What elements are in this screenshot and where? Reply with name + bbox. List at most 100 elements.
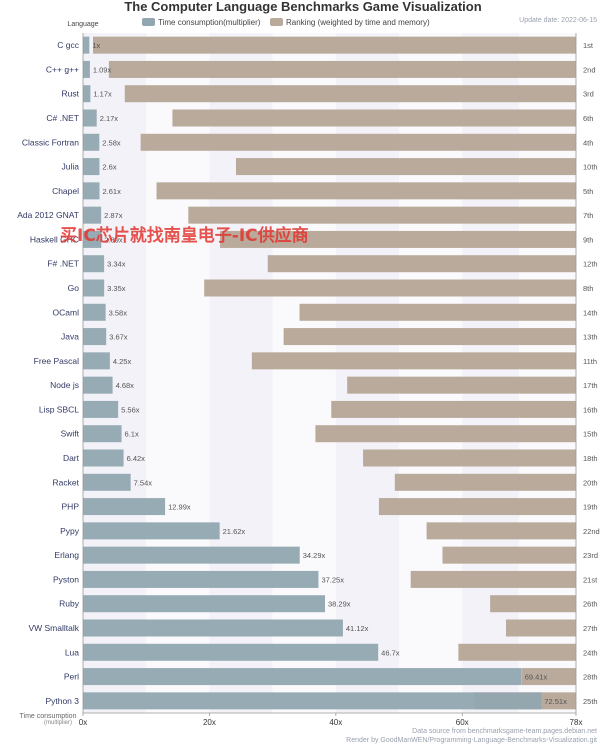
rank-bar	[506, 619, 576, 637]
footer-render: Render by GoodManWEN/Programming-Languag…	[346, 737, 597, 744]
time-value-label: 1.17x	[93, 90, 112, 99]
rank-bar	[93, 36, 576, 54]
category-label: PHP	[62, 502, 80, 512]
time-bar	[83, 206, 102, 224]
time-value-label: 2.61x	[102, 187, 121, 196]
time-bars	[83, 36, 542, 710]
time-bar	[83, 352, 110, 370]
rank-bar	[283, 328, 576, 346]
category-label: Erlang	[54, 550, 79, 560]
time-bar	[83, 279, 105, 297]
time-value-label: 3.35x	[107, 284, 126, 293]
rank-bar	[331, 400, 576, 418]
time-value-label: 2.89x	[104, 235, 123, 244]
time-value-label: 6.1x	[125, 430, 139, 439]
x-tick-label: 60x	[456, 718, 469, 727]
rank-label: 21st	[583, 575, 598, 584]
legend-label-rank: Ranking (weighted by time and memory)	[286, 18, 430, 27]
rank-label: 8th	[583, 284, 593, 293]
time-value-label: 69.41x	[525, 673, 548, 682]
time-bar	[83, 85, 91, 103]
time-bar	[83, 303, 106, 321]
time-bar	[83, 376, 113, 394]
legend-swatch-rank	[270, 18, 283, 26]
rank-label: 4th	[583, 138, 593, 147]
rank-bar	[299, 303, 576, 321]
rank-label: 16th	[583, 405, 598, 414]
time-value-label: 3.34x	[107, 260, 126, 269]
axes: 0x 20x 40x 60x 78x	[79, 33, 582, 727]
category-label: OCaml	[53, 307, 80, 317]
category-label: VW Smalltalk	[28, 623, 79, 633]
category-label: Ada 2012 GNAT	[17, 210, 79, 220]
time-value-label: 38.29x	[328, 600, 351, 609]
rank-bar	[156, 182, 576, 200]
category-label: Classic Fortran	[22, 137, 79, 147]
rank-label: 17th	[583, 381, 598, 390]
category-label: Python 3	[45, 696, 79, 706]
time-value-label: 2.87x	[104, 211, 123, 220]
rank-bar	[378, 498, 576, 516]
rank-bar	[458, 643, 576, 661]
rank-label: 11th	[583, 357, 597, 366]
time-value-label: 1.09x	[93, 65, 112, 74]
rank-bar	[442, 546, 576, 564]
time-bar	[83, 230, 102, 248]
rank-label: 18th	[583, 454, 598, 463]
time-bar	[83, 425, 122, 443]
ranking-bars	[93, 36, 576, 710]
time-value-label: 34.29x	[303, 551, 326, 560]
category-label: F# .NET	[47, 259, 79, 269]
category-label: Node js	[50, 380, 79, 390]
legend-label-time: Time consumption(multiplier)	[158, 18, 261, 27]
rank-bar	[394, 473, 576, 491]
time-bar	[83, 595, 326, 613]
rank-label: 3rd	[583, 90, 594, 99]
rank-label: 25th	[583, 697, 598, 706]
time-bar	[83, 546, 300, 564]
time-value-label: 2.6x	[102, 163, 116, 172]
time-bar	[83, 60, 90, 78]
rank-bar	[347, 376, 576, 394]
time-bar	[83, 449, 124, 467]
time-bar	[83, 522, 220, 540]
category-label: Lisp SBCL	[39, 404, 79, 414]
x-axis-label-sub: (multiplier)	[44, 720, 72, 726]
time-value-label: 2.17x	[100, 114, 119, 123]
watermark: 买IC芯片就找南皇电子-IC供应商	[60, 225, 309, 246]
update-date: Update date: 2022-06-15	[519, 17, 597, 24]
time-bar	[83, 328, 107, 346]
category-label: Julia	[62, 162, 80, 172]
x-axis-label: Time consumption	[20, 713, 77, 720]
time-value-label: 2.58x	[102, 138, 121, 147]
time-value-label: 41.12x	[346, 624, 369, 633]
rank-bar	[363, 449, 576, 467]
rank-label: 12th	[583, 260, 598, 269]
time-value-label: 12.99x	[168, 503, 191, 512]
category-label: C# .NET	[46, 113, 79, 123]
rank-label: 7th	[583, 211, 593, 220]
rank-label: 14th	[583, 308, 598, 317]
rank-bar	[410, 570, 576, 588]
rank-label: 1st	[583, 41, 594, 50]
rank-bar	[220, 230, 576, 248]
category-label: C++ g++	[46, 64, 79, 74]
time-bar	[83, 182, 100, 200]
time-value-label: 3.67x	[109, 333, 128, 342]
time-value-label: 4.68x	[116, 381, 135, 390]
category-label: Free Pascal	[34, 356, 79, 366]
category-label: Haskell GHC	[30, 234, 79, 244]
category-label: Java	[61, 332, 79, 342]
time-bar	[83, 643, 379, 661]
rank-bar	[124, 85, 576, 103]
time-value-label: 6.42x	[127, 454, 146, 463]
y-axis-label: Language	[67, 21, 98, 28]
time-value-label: 3.58x	[109, 308, 128, 317]
time-value-label: 4.25x	[113, 357, 132, 366]
rank-bar	[204, 279, 576, 297]
chart-title: The Computer Language Benchmarks Game Vi…	[124, 0, 481, 14]
category-label: Chapel	[52, 186, 79, 196]
rank-bar	[251, 352, 576, 370]
time-value-label: 1x	[92, 41, 100, 50]
legend-swatch-time	[142, 18, 155, 26]
